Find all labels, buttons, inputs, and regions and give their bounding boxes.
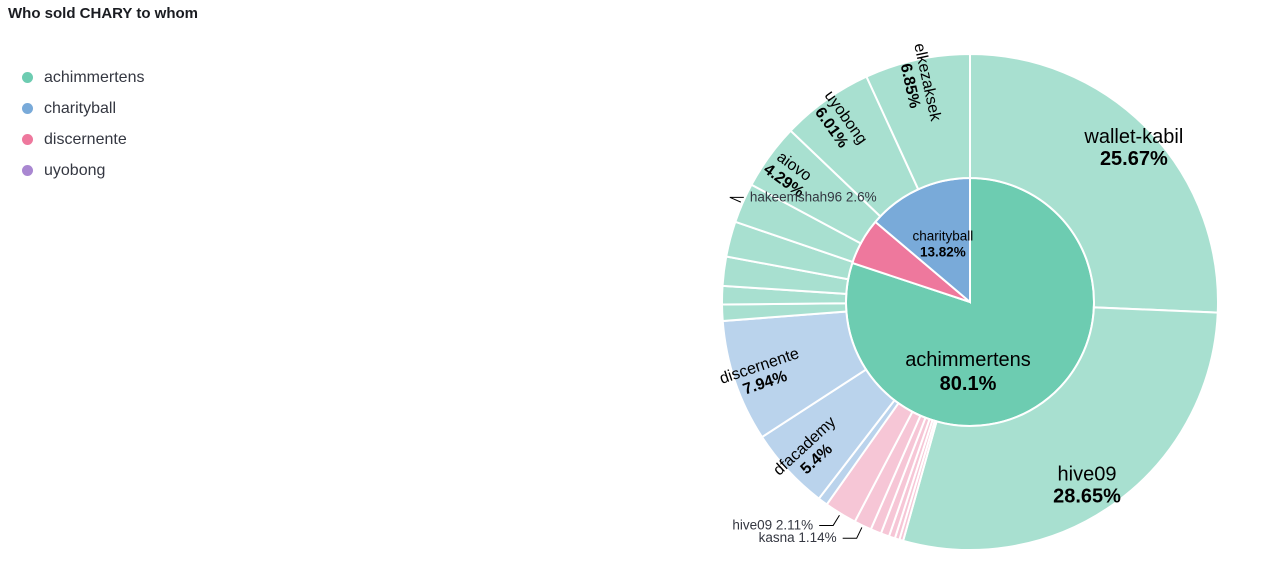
legend-swatch-discernente xyxy=(22,134,33,145)
legend-label: discernente xyxy=(44,130,127,148)
legend: achimmertens charityball discernente uyo… xyxy=(22,62,144,186)
slice-value-label: 13.82% xyxy=(920,245,966,260)
legend-swatch-uyobong xyxy=(22,165,33,176)
legend-item-discernente[interactable]: discernente xyxy=(22,124,144,155)
legend-swatch-achimmertens xyxy=(22,72,33,83)
chart-title: Who sold CHARY to whom xyxy=(8,5,198,22)
slice-name-label: hive09 xyxy=(1058,464,1117,486)
slice-name-label: achimmertens xyxy=(905,349,1031,371)
callout-label: hakeemshah96 2.6% xyxy=(750,189,877,204)
legend-label: uyobong xyxy=(44,161,106,179)
legend-swatch-charityball xyxy=(22,103,33,114)
slice-value-label: 25.67% xyxy=(1100,148,1168,170)
slice-name-label: wallet-kabil xyxy=(1083,126,1183,148)
callout-leader xyxy=(842,527,863,539)
legend-item-uyobong[interactable]: uyobong xyxy=(22,155,144,186)
slice-value-label: 28.65% xyxy=(1053,486,1121,508)
callout-leader xyxy=(819,514,840,526)
legend-label: charityball xyxy=(44,99,117,117)
callout-label: hive09 2.11% xyxy=(732,517,813,532)
legend-item-achimmertens[interactable]: achimmertens xyxy=(22,62,144,93)
callout-label: kasna 1.14% xyxy=(759,530,837,545)
outer-slice-hive09[interactable] xyxy=(901,306,1219,551)
legend-item-charityball[interactable]: charityball xyxy=(22,93,144,124)
slice-value-label: 80.1% xyxy=(940,373,997,395)
slice-name-label: charityball xyxy=(912,229,973,244)
legend-label: achimmertens xyxy=(44,68,145,86)
outer-slice-elkezaksek[interactable] xyxy=(865,52,971,191)
outer-slice-wallet-kabil[interactable] xyxy=(969,52,1219,314)
callout-leader xyxy=(729,196,744,203)
